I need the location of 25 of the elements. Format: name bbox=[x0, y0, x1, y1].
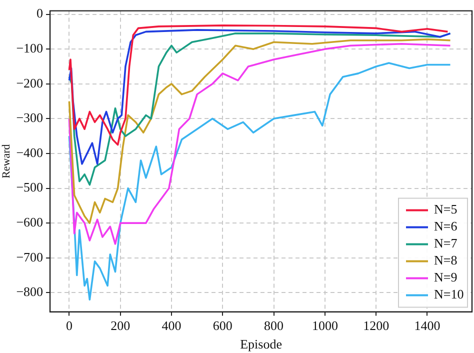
x-tick-label: 600 bbox=[212, 318, 232, 334]
legend-label: N=5 bbox=[434, 202, 458, 217]
y-tick-label: −500 bbox=[16, 180, 44, 195]
x-tick-label: 200 bbox=[110, 318, 130, 334]
x-tick-label: 1000 bbox=[312, 318, 338, 334]
y-tick-label: −100 bbox=[16, 40, 44, 56]
legend-label: N=7 bbox=[434, 236, 458, 251]
y-tick-label: −800 bbox=[16, 284, 44, 300]
x-axis-title: Episode bbox=[240, 336, 282, 352]
x-tick-label: 1400 bbox=[414, 318, 440, 334]
x-tick-label: 400 bbox=[162, 318, 182, 334]
y-tick-label: −200 bbox=[16, 75, 44, 90]
y-tick-label: −400 bbox=[16, 144, 44, 160]
legend-label: N=8 bbox=[434, 252, 458, 268]
legend-label: N=6 bbox=[434, 218, 458, 234]
x-tick-label: 1200 bbox=[363, 318, 390, 334]
legend-label: N=9 bbox=[434, 270, 458, 285]
y-tick-label: −300 bbox=[16, 110, 44, 126]
y-tick-label: −700 bbox=[16, 249, 44, 264]
legend-label: N=10 bbox=[434, 286, 464, 302]
x-tick-label: 800 bbox=[264, 318, 284, 334]
y-tick-label: 0 bbox=[36, 6, 44, 21]
y-tick-label: −600 bbox=[16, 214, 44, 230]
y-axis-title: Reward bbox=[0, 144, 12, 178]
x-tick-label: 0 bbox=[66, 318, 72, 334]
